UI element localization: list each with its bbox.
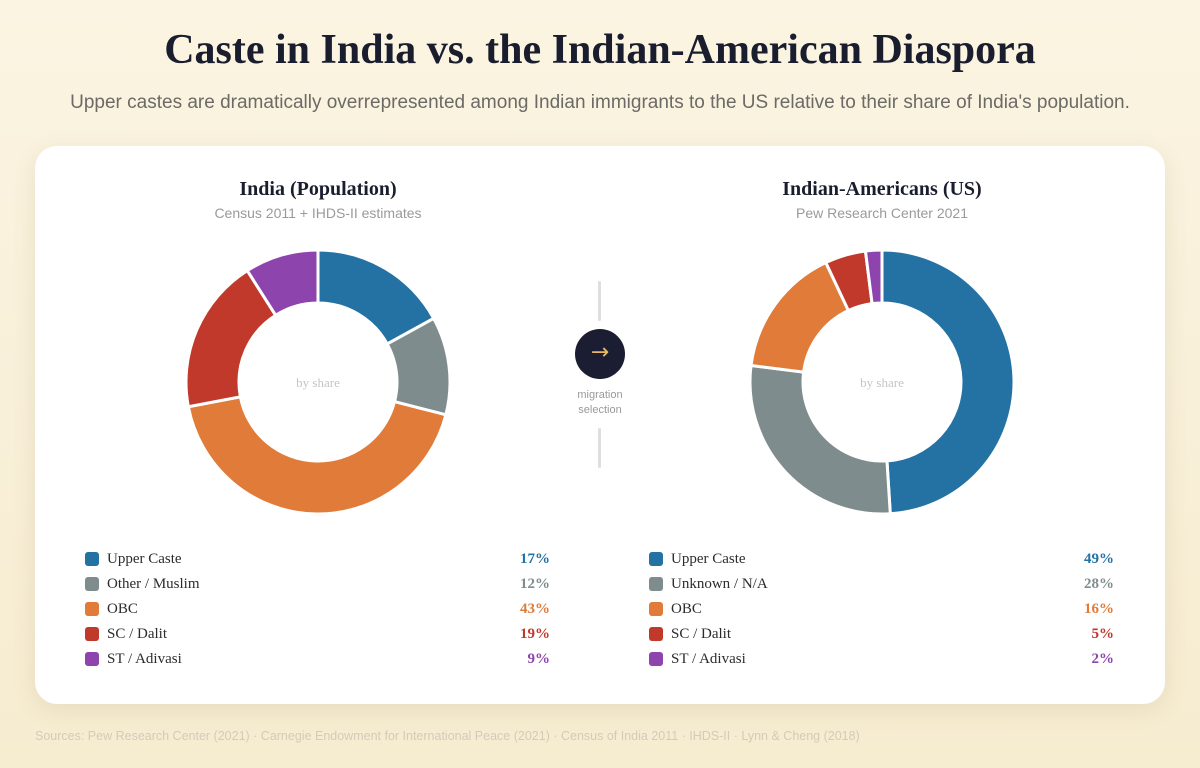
legend-swatch <box>85 627 99 641</box>
donut-center-label: by share <box>296 375 340 390</box>
legend-row-obc: OBC 16% <box>649 598 1114 623</box>
india-donut-chart: by share <box>184 248 452 516</box>
legend-row-st-adivasi: ST / Adivasi 2% <box>649 648 1114 673</box>
legend-label: SC / Dalit <box>107 626 168 642</box>
donut-center-label: by share <box>860 375 904 390</box>
selection-label: selection <box>578 404 622 416</box>
page-title: Caste in India vs. the Indian-American D… <box>164 27 1036 73</box>
legend-value: 43% <box>520 601 550 617</box>
legend-label: Unknown / N/A <box>671 576 768 592</box>
legend-row-unknown-n-a: Unknown / N/A 28% <box>649 573 1114 598</box>
legend-label: SC / Dalit <box>671 626 732 642</box>
legend-label: OBC <box>671 601 702 617</box>
legend-label: ST / Adivasi <box>671 651 746 667</box>
legend-swatch <box>85 602 99 616</box>
legend-label: ST / Adivasi <box>107 651 182 667</box>
migration-label: migration <box>577 389 623 401</box>
legend-value: 49% <box>1084 551 1114 567</box>
legend-value: 12% <box>520 576 550 592</box>
legend-row-other-muslim: Other / Muslim 12% <box>85 573 550 598</box>
legend-value: 28% <box>1084 576 1114 592</box>
india-legend: Upper Caste 17% Other / Muslim 12% OBC 43% SC … <box>85 548 550 673</box>
legend-label: OBC <box>107 601 138 617</box>
legend-swatch <box>649 602 663 616</box>
connector-line-top <box>598 281 601 321</box>
legend-swatch <box>85 652 99 666</box>
connector-line-bottom <box>598 428 601 468</box>
us-donut-chart: by share <box>748 248 1016 516</box>
legend-label: Upper Caste <box>107 551 182 567</box>
page-subtitle: Upper castes are dramatically overrepres… <box>70 92 1130 113</box>
us-chart-title: Indian-Americans (US) <box>782 178 982 200</box>
legend-row-upper-caste: Upper Caste 49% <box>649 548 1114 573</box>
legend-label: Other / Muslim <box>107 576 200 592</box>
legend-row-upper-caste: Upper Caste 17% <box>85 548 550 573</box>
legend-value: 5% <box>1091 626 1115 642</box>
india-chart-title: India (Population) <box>239 178 397 200</box>
legend-value: 2% <box>1091 651 1115 667</box>
legend-swatch <box>85 577 99 591</box>
legend-swatch <box>649 652 663 666</box>
donut-slice-upper-caste <box>880 248 1016 516</box>
us-legend: Upper Caste 49% Unknown / N/A 28% OBC 16% SC /… <box>649 548 1114 673</box>
donut-slice-obc <box>186 395 448 516</box>
donut-slice-st-adivasi <box>863 248 884 306</box>
legend-row-sc-dalit: SC / Dalit 5% <box>649 623 1114 648</box>
sources-note: Sources: Pew Research Center (2021) · Ca… <box>35 729 860 743</box>
donut-slice-st-adivasi <box>245 248 320 318</box>
donut-slice-unknown-n-a <box>748 363 892 516</box>
legend-swatch <box>649 577 663 591</box>
legend-label: Upper Caste <box>671 551 746 567</box>
legend-row-st-adivasi: ST / Adivasi 9% <box>85 648 550 673</box>
us-chart-subtitle: Pew Research Center 2021 <box>796 205 968 221</box>
legend-swatch <box>85 552 99 566</box>
legend-row-obc: OBC 43% <box>85 598 550 623</box>
legend-swatch <box>649 552 663 566</box>
legend-swatch <box>649 627 663 641</box>
legend-value: 17% <box>520 551 550 567</box>
right-arrow-icon: → <box>575 329 625 379</box>
legend-value: 19% <box>520 626 550 642</box>
legend-row-sc-dalit: SC / Dalit 19% <box>85 623 550 648</box>
legend-value: 9% <box>527 651 551 667</box>
legend-value: 16% <box>1084 601 1114 617</box>
india-chart-subtitle: Census 2011 + IHDS-II estimates <box>214 205 422 221</box>
